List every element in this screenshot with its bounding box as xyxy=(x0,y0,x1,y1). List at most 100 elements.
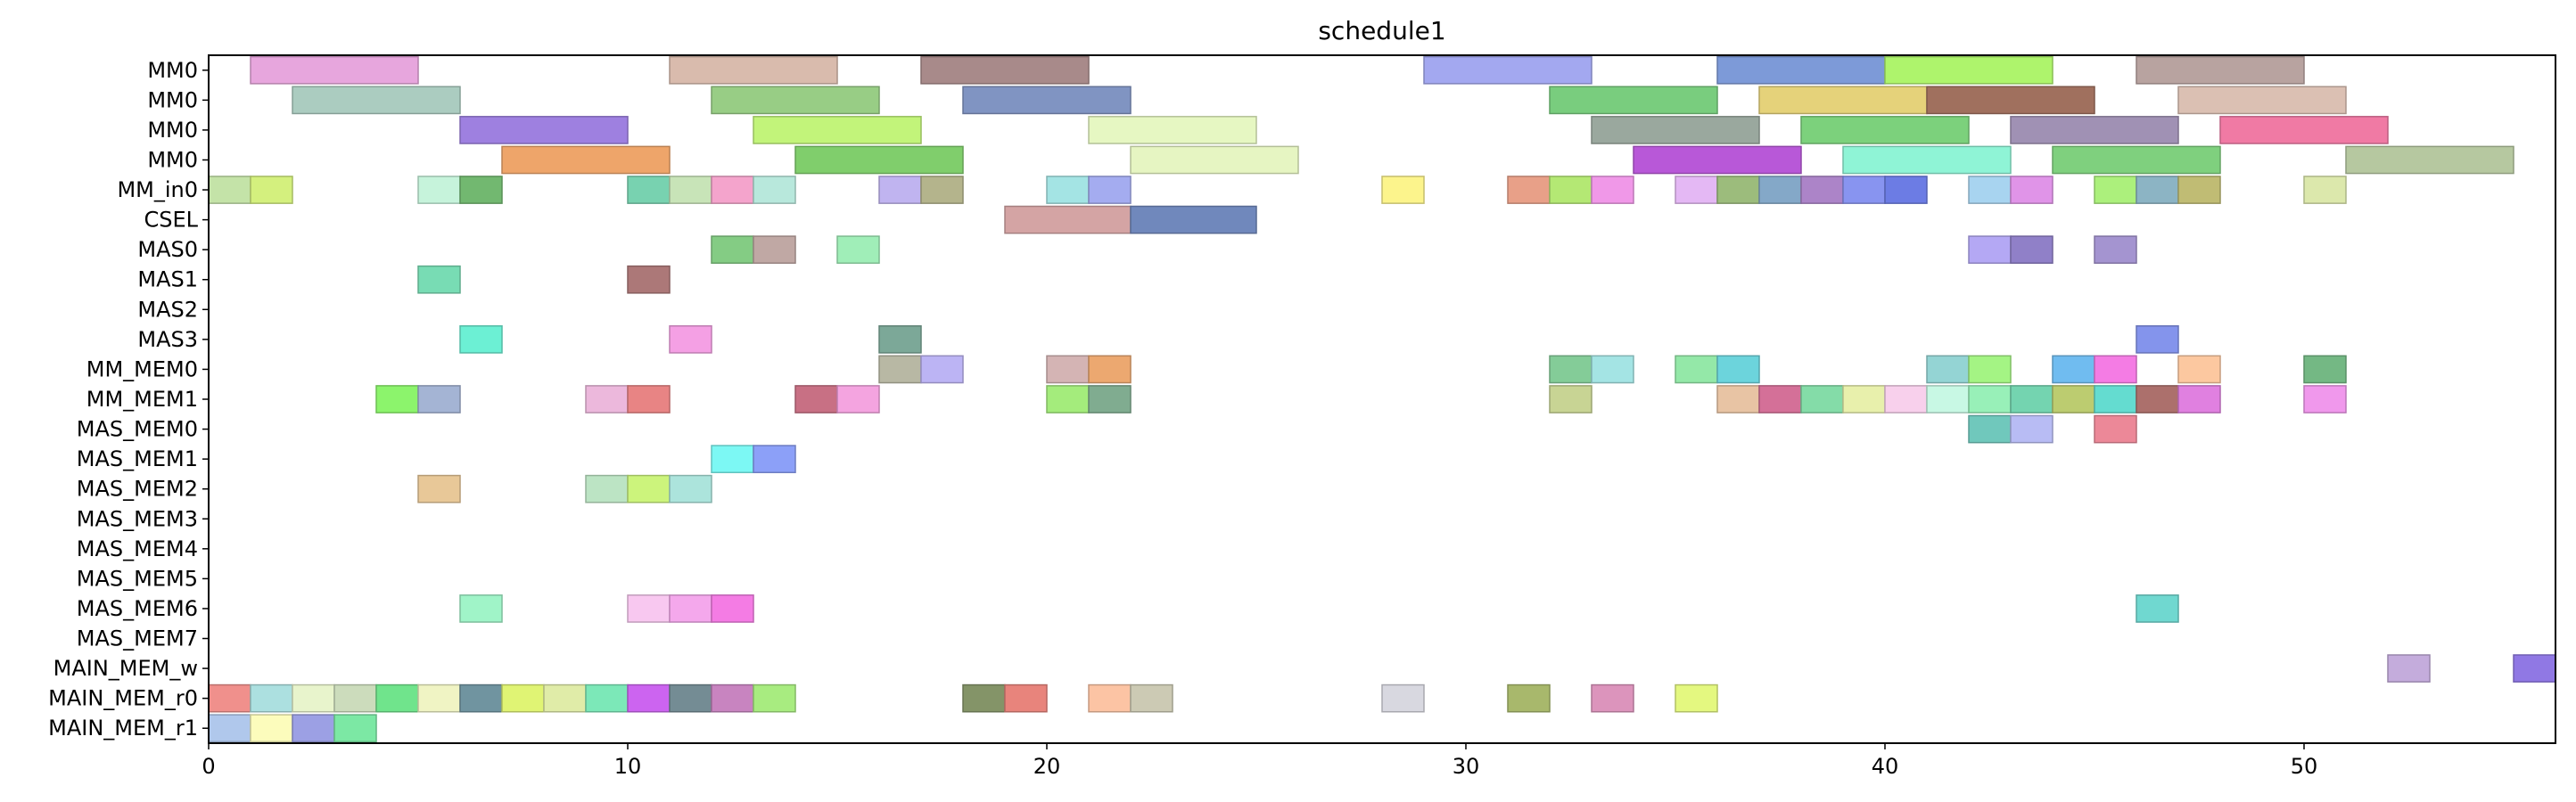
task-bar-109 xyxy=(711,445,754,473)
task-bar-116 xyxy=(627,594,671,623)
task-bar-50 xyxy=(1968,176,2012,204)
x-tick-label-0: 0 xyxy=(202,754,215,779)
task-bar-76 xyxy=(1675,355,1718,384)
task-bar-25 xyxy=(1842,145,2012,175)
task-bar-102 xyxy=(2094,385,2137,413)
task-bar-133 xyxy=(669,683,712,713)
task-bar-144 xyxy=(208,714,251,743)
task-bar-52 xyxy=(2094,176,2137,204)
task-bar-66 xyxy=(459,325,503,354)
task-bar-143 xyxy=(1675,683,1718,713)
task-bar-77 xyxy=(1716,355,1760,384)
task-bar-30 xyxy=(417,176,461,204)
task-bar-98 xyxy=(1926,385,1970,413)
row-label-10: MM_MEM0 xyxy=(86,356,198,381)
task-bar-64 xyxy=(417,265,461,294)
row-labels: MM0 MM0 MM0 MM0 MM_in0 CSEL MAS0 MAS1 MAS2 MAS3 MM… xyxy=(48,58,209,741)
task-bar-36 xyxy=(878,176,922,204)
task-bar-59 xyxy=(753,235,796,265)
task-bar-119 xyxy=(2136,594,2179,623)
task-bar-26 xyxy=(2052,145,2221,175)
task-bar-88 xyxy=(794,385,838,413)
task-bar-53 xyxy=(2136,176,2179,204)
row-label-15: MAS_MEM3 xyxy=(77,506,198,531)
task-bar-74 xyxy=(1549,355,1593,384)
task-bar-93 xyxy=(1716,385,1760,413)
task-bar-63 xyxy=(2094,235,2137,265)
task-bar-78 xyxy=(1926,355,1970,384)
task-bar-1 xyxy=(669,55,838,85)
task-bar-33 xyxy=(669,176,712,204)
task-bar-31 xyxy=(459,176,503,204)
task-bar-95 xyxy=(1800,385,1844,413)
task-bar-107 xyxy=(2010,414,2053,444)
task-bar-18 xyxy=(1800,116,1970,144)
task-bar-135 xyxy=(753,683,796,713)
task-bar-91 xyxy=(1088,385,1132,413)
task-bar-112 xyxy=(585,474,629,503)
task-bar-140 xyxy=(1381,683,1425,713)
row-label-0: MM0 xyxy=(147,58,198,83)
task-bar-34 xyxy=(711,176,754,204)
row-label-7: MAS1 xyxy=(137,267,198,292)
task-bar-5 xyxy=(1884,55,2053,85)
task-bar-49 xyxy=(1884,176,1928,204)
task-bar-51 xyxy=(2010,176,2053,204)
plot-frame xyxy=(208,54,2556,744)
task-bar-67 xyxy=(669,325,712,354)
x-tick-label-3: 30 xyxy=(1453,754,1480,779)
task-bar-134 xyxy=(711,683,754,713)
row-label-22: MAIN_MEM_r1 xyxy=(48,716,198,741)
task-bar-35 xyxy=(753,176,796,204)
task-bar-147 xyxy=(333,714,377,743)
task-bar-61 xyxy=(1968,235,2012,265)
task-bar-2 xyxy=(920,55,1090,85)
row-label-21: MAIN_MEM_r0 xyxy=(48,686,198,711)
task-bar-45 xyxy=(1716,176,1760,204)
task-bar-117 xyxy=(669,594,712,623)
task-bar-15 xyxy=(753,116,922,144)
task-bar-54 xyxy=(2177,176,2221,204)
task-bar-111 xyxy=(417,474,461,503)
task-bar-24 xyxy=(1633,145,1802,175)
task-bar-108 xyxy=(2094,414,2137,444)
task-bar-43 xyxy=(1591,176,1634,204)
task-bar-41 xyxy=(1507,176,1551,204)
task-bar-55 xyxy=(2303,176,2347,204)
row-label-17: MAS_MEM5 xyxy=(77,566,198,591)
task-bar-146 xyxy=(292,714,335,743)
task-bar-83 xyxy=(2303,355,2347,384)
task-bar-71 xyxy=(920,355,964,384)
task-bar-14 xyxy=(459,116,629,144)
task-bar-57 xyxy=(1130,205,1257,234)
task-bar-9 xyxy=(962,86,1132,115)
task-bar-48 xyxy=(1842,176,1886,204)
task-bar-38 xyxy=(1046,176,1090,204)
task-bar-17 xyxy=(1591,116,1760,144)
task-bar-7 xyxy=(292,86,461,115)
task-bar-62 xyxy=(2010,235,2053,265)
x-tick-label-1: 10 xyxy=(614,754,642,779)
task-bar-115 xyxy=(459,594,503,623)
task-bar-20 xyxy=(2219,116,2389,144)
task-bar-120 xyxy=(2387,654,2431,683)
task-bar-92 xyxy=(1549,385,1593,413)
task-bar-103 xyxy=(2136,385,2179,413)
task-bar-132 xyxy=(627,683,671,713)
task-bar-101 xyxy=(2052,385,2095,413)
task-bar-10 xyxy=(1549,86,1718,115)
task-bar-65 xyxy=(627,265,671,294)
task-bar-84 xyxy=(375,385,419,413)
task-bar-122 xyxy=(208,683,251,713)
row-label-5: CSEL xyxy=(144,208,198,233)
task-bar-68 xyxy=(878,325,922,354)
task-bar-8 xyxy=(711,86,880,115)
x-axis: 0 10 20 30 40 50 xyxy=(202,743,2317,779)
task-bar-127 xyxy=(417,683,461,713)
task-bar-106 xyxy=(1968,414,2012,444)
task-bar-44 xyxy=(1675,176,1718,204)
task-bar-32 xyxy=(627,176,671,204)
task-bar-42 xyxy=(1549,176,1593,204)
task-bar-16 xyxy=(1088,116,1257,144)
